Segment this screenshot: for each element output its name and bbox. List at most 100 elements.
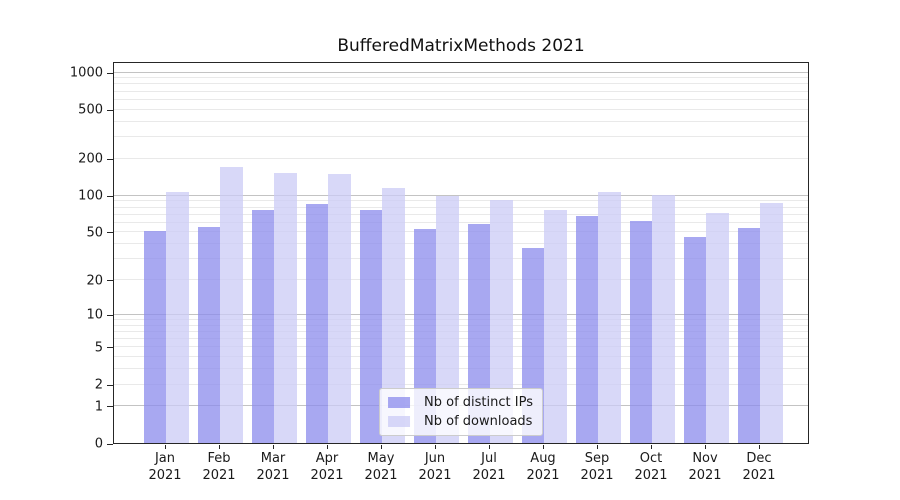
minor-gridline <box>114 231 808 233</box>
bar-nb-of-distinct-ips-mar <box>251 209 274 443</box>
x-tick-label: Jun 2021 <box>418 451 452 483</box>
bar-nb-of-distinct-ips-sep <box>575 216 598 443</box>
y-tick-label: 0 <box>94 436 103 452</box>
minor-gridline <box>114 221 808 223</box>
minor-gridline <box>114 338 808 340</box>
bar-nb-of-downloads-feb <box>220 166 243 443</box>
y-tick-mark <box>107 314 113 316</box>
minor-gridline <box>114 324 808 326</box>
y-tick-mark <box>107 280 113 281</box>
minor-gridline <box>114 83 808 85</box>
y-tick-mark <box>107 195 113 197</box>
bar-nb-of-downloads-dec <box>760 203 783 443</box>
y-tick-label: 500 <box>78 102 103 118</box>
legend-row-nb-of-distinct-ips: Nb of distinct IPs <box>388 393 533 412</box>
minor-gridline <box>114 383 808 385</box>
y-tick-mark <box>107 109 113 111</box>
x-tick-mark <box>488 445 490 449</box>
legend-label-nb-of-downloads: Nb of downloads <box>424 414 533 429</box>
bar-nb-of-downloads-jun <box>436 196 459 443</box>
minor-gridline <box>114 258 808 260</box>
minor-gridline <box>114 157 808 159</box>
bar-nb-of-downloads-mar <box>274 172 297 443</box>
bar-nb-of-distinct-ips-dec <box>737 227 760 443</box>
y-tick-label: 2 <box>94 377 103 393</box>
bar-nb-of-downloads-apr <box>328 173 351 443</box>
x-tick-label: Nov 2021 <box>688 451 722 483</box>
x-tick-mark <box>650 445 652 449</box>
chart-title: BufferedMatrixMethods 2021 <box>337 36 585 56</box>
x-tick-label: Feb 2021 <box>202 451 236 483</box>
x-tick-label: Aug 2021 <box>526 451 560 483</box>
bar-nb-of-downloads-aug <box>544 210 567 443</box>
major-gridline <box>114 313 808 315</box>
x-tick-label: Oct 2021 <box>634 451 668 483</box>
x-tick-mark <box>434 445 436 449</box>
bar-nb-of-downloads-sep <box>598 191 621 443</box>
y-tick-mark <box>107 406 113 408</box>
y-tick-mark <box>107 158 113 160</box>
x-tick-mark <box>218 445 220 449</box>
minor-gridline <box>114 213 808 215</box>
minor-gridline <box>114 77 808 79</box>
y-tick-label: 50 <box>86 225 103 241</box>
bar-nb-of-downloads-nov <box>706 212 729 443</box>
x-tick-label: Apr 2021 <box>310 451 344 483</box>
y-tick-mark <box>107 347 113 349</box>
minor-gridline <box>114 346 808 348</box>
x-tick-mark <box>326 445 328 449</box>
y-tick-label: 5 <box>94 340 103 356</box>
bar-nb-of-distinct-ips-nov <box>683 237 706 443</box>
minor-gridline <box>114 90 808 92</box>
y-tick-label: 10 <box>86 307 103 323</box>
minor-gridline <box>114 318 808 320</box>
bar-nb-of-downloads-jan <box>166 191 189 443</box>
minor-gridline <box>114 200 808 202</box>
x-tick-label: Sep 2021 <box>580 451 614 483</box>
bar-nb-of-downloads-may <box>382 188 405 443</box>
x-tick-label: Dec 2021 <box>742 451 776 483</box>
bar-nb-of-distinct-ips-oct <box>629 221 652 443</box>
y-tick-label: 100 <box>78 188 103 204</box>
x-tick-mark <box>704 445 706 449</box>
bar-nb-of-distinct-ips-may <box>359 210 382 443</box>
minor-gridline <box>114 279 808 281</box>
y-tick-label: 1 <box>94 399 103 415</box>
x-tick-mark <box>596 445 598 449</box>
bar-nb-of-downloads-jul <box>490 199 513 443</box>
plot-area: Nb of distinct IPs Nb of downloads <box>113 62 809 444</box>
legend-swatch-nb-of-downloads <box>388 416 411 427</box>
y-tick-label: 20 <box>86 273 103 288</box>
x-tick-mark <box>542 445 544 449</box>
x-tick-mark <box>758 445 760 449</box>
bar-nb-of-downloads-oct <box>652 194 675 443</box>
legend: Nb of distinct IPs Nb of downloads <box>379 388 543 436</box>
minor-gridline <box>114 108 808 110</box>
y-tick-label: 200 <box>78 151 103 167</box>
legend-swatch-nb-of-distinct-ips <box>388 397 411 408</box>
x-tick-label: Jul 2021 <box>472 451 506 483</box>
bar-nb-of-distinct-ips-feb <box>197 226 220 443</box>
minor-gridline <box>114 368 808 370</box>
minor-gridline <box>114 330 808 332</box>
y-tick-mark <box>107 384 113 386</box>
legend-row-nb-of-downloads: Nb of downloads <box>388 412 533 431</box>
minor-gridline <box>114 206 808 208</box>
major-gridline <box>114 194 808 196</box>
minor-gridline <box>114 98 808 100</box>
y-tick-label: 1000 <box>69 65 103 81</box>
x-tick-mark <box>164 445 166 449</box>
y-tick-mark <box>107 232 113 234</box>
minor-gridline <box>114 120 808 122</box>
legend-label-nb-of-distinct-ips: Nb of distinct IPs <box>424 395 533 410</box>
x-tick-label: Jan 2021 <box>148 451 182 483</box>
major-gridline <box>114 71 808 73</box>
x-tick-label: Mar 2021 <box>256 451 290 483</box>
y-tick-mark <box>107 443 113 445</box>
y-tick-mark <box>107 72 113 74</box>
x-tick-mark <box>272 445 274 449</box>
bar-nb-of-distinct-ips-apr <box>305 204 328 443</box>
minor-gridline <box>114 136 808 138</box>
x-tick-label: May 2021 <box>364 451 398 483</box>
